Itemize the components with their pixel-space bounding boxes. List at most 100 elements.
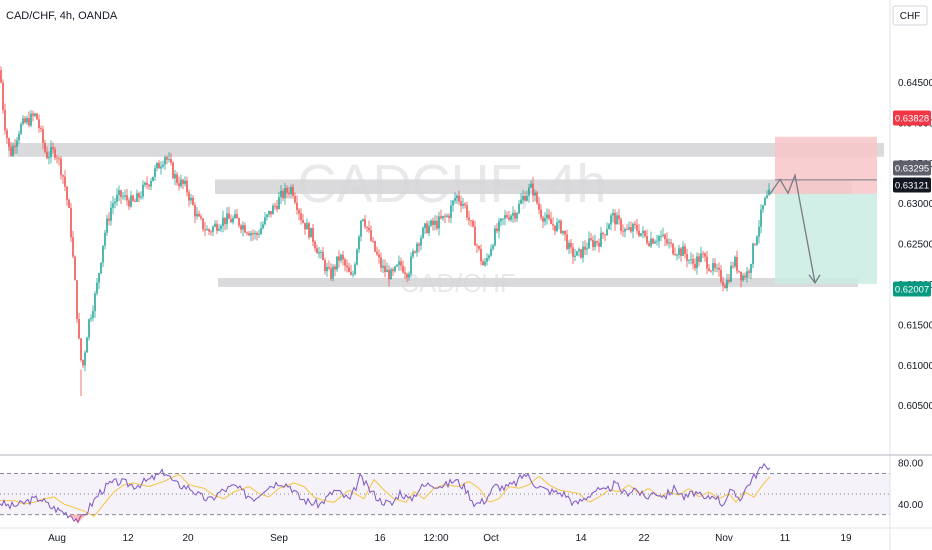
candle-body (660, 235, 662, 237)
candle-body (434, 220, 436, 225)
candle-body (290, 187, 292, 195)
candle (478, 245, 480, 252)
price-axis[interactable]: 0.645000.640000.635000.630000.625000.620… (898, 78, 932, 412)
candle (400, 257, 402, 271)
candle-body (156, 162, 158, 169)
candle-body (264, 217, 266, 225)
candle (106, 214, 108, 236)
rsi-axis[interactable]: 80.00 40.00 (898, 459, 923, 511)
candle (398, 255, 400, 271)
candle-body (694, 263, 696, 269)
candle-body (454, 198, 456, 201)
candle-body (580, 249, 582, 258)
candle-body (220, 226, 222, 229)
candle (458, 190, 460, 206)
candle-body (598, 242, 600, 247)
candle (334, 264, 336, 277)
candle-body (744, 275, 746, 278)
candle-body (42, 129, 44, 144)
candle (548, 209, 550, 221)
candle (74, 255, 76, 281)
candle (680, 247, 682, 262)
candle (194, 202, 196, 224)
candle-body (392, 269, 394, 272)
candle-body (714, 263, 716, 269)
candle-body (554, 225, 556, 232)
candle-body (534, 192, 536, 196)
candle (700, 246, 702, 263)
candle-body (186, 180, 188, 193)
candle (216, 220, 218, 234)
candle (442, 215, 444, 221)
time-axis[interactable]: Aug 12 20 Sep 16 12:00 Oct 14 22 Nov 11 19 (48, 533, 852, 544)
candle-body (450, 205, 452, 218)
candle (462, 197, 464, 209)
candle-body (38, 119, 40, 129)
candle (646, 229, 648, 246)
candle-body (26, 118, 28, 123)
candle (506, 211, 508, 219)
candle (598, 238, 600, 253)
candle (648, 240, 650, 247)
candle (670, 239, 672, 248)
candle-body (102, 245, 104, 263)
candle-body (40, 128, 42, 130)
candle-body (232, 218, 234, 223)
candle-body (414, 251, 416, 253)
candle-body (486, 258, 488, 262)
candle (0, 66, 2, 84)
candle (470, 219, 472, 227)
candle-body (382, 265, 384, 268)
candle (288, 186, 290, 199)
candle (756, 235, 758, 247)
candle (656, 234, 658, 246)
candle-body (90, 317, 92, 320)
candle (64, 170, 66, 192)
candle (416, 241, 418, 257)
candle-body (368, 227, 370, 230)
candle-body (572, 247, 574, 257)
candle-body (420, 237, 422, 246)
candle (86, 336, 88, 353)
candle-body (650, 238, 652, 246)
candle (472, 219, 474, 228)
candle-body (548, 214, 550, 219)
candle-body (640, 233, 642, 236)
candle-body (620, 219, 622, 231)
candle-body (748, 271, 750, 273)
candle (528, 183, 530, 203)
candle (698, 253, 700, 267)
candle-body (50, 147, 52, 157)
candle-body (500, 218, 502, 222)
candle-body (146, 182, 148, 186)
candle (34, 112, 36, 118)
candle-body (170, 158, 172, 163)
candle (140, 191, 142, 200)
candle (608, 223, 610, 230)
candle (432, 217, 434, 231)
currency-badge[interactable] (892, 5, 928, 26)
candle-body (442, 215, 444, 219)
candle (502, 218, 504, 226)
candle (738, 270, 740, 274)
candle-body (658, 236, 660, 242)
candle-body (574, 255, 576, 257)
candle-body (254, 232, 256, 235)
candle-body (372, 240, 374, 242)
candle (496, 223, 498, 234)
candle (240, 223, 242, 234)
candle-body (386, 269, 388, 273)
candle-body (484, 261, 486, 266)
candle-body (700, 253, 702, 262)
candle-body (244, 225, 246, 233)
candle (14, 139, 16, 154)
candle (570, 239, 572, 254)
candle-body (458, 195, 460, 202)
candle-body (730, 265, 732, 282)
candle (80, 338, 82, 363)
candle (148, 183, 150, 190)
candle (152, 176, 154, 182)
candle-body (630, 227, 632, 232)
candle (366, 226, 368, 233)
